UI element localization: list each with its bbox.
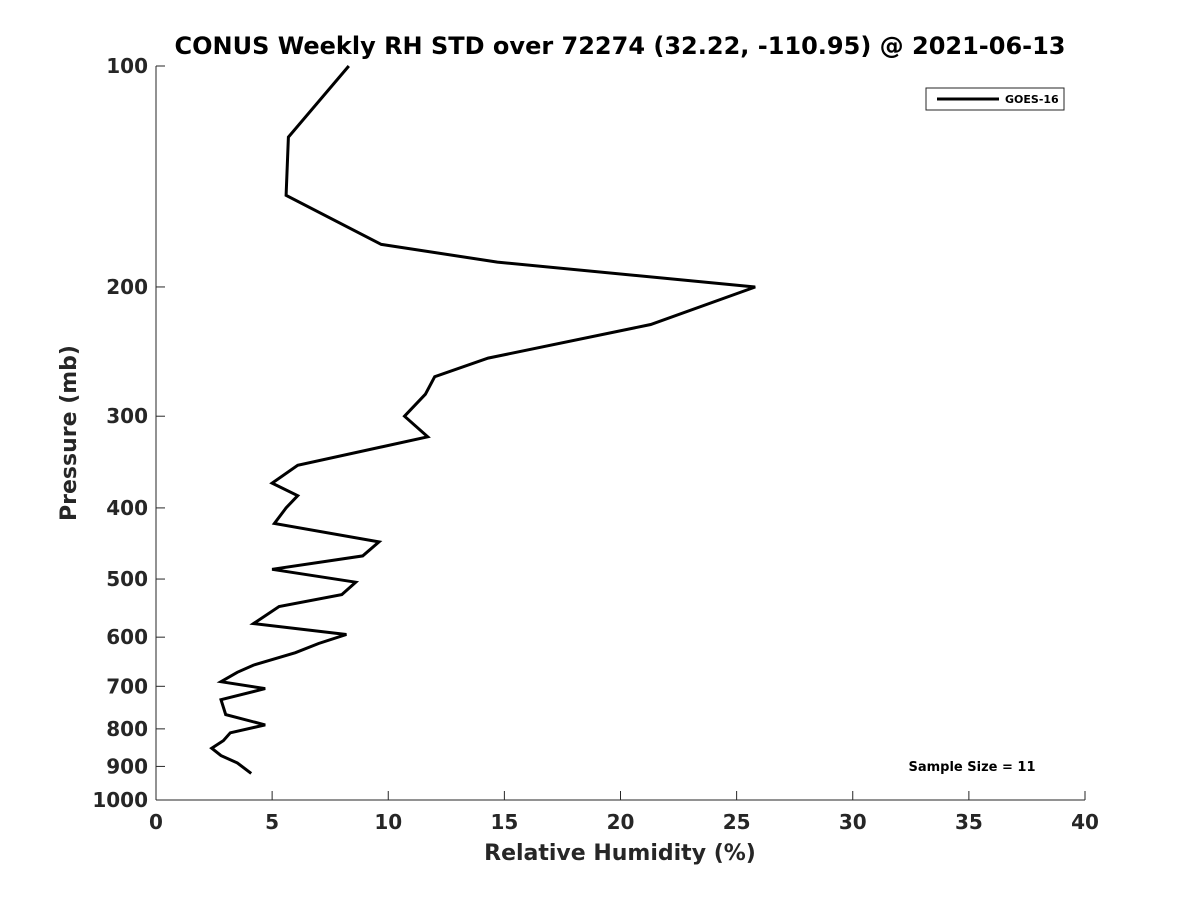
y-tick-label: 1000: [92, 788, 148, 812]
y-tick-label: 200: [106, 275, 148, 299]
x-tick-label: 30: [839, 810, 867, 834]
y-axis-label: Pressure (mb): [57, 345, 82, 521]
y-tick-label: 700: [106, 674, 148, 698]
x-tick-label: 0: [149, 810, 163, 834]
sample-size-annotation: Sample Size = 11: [908, 760, 1035, 775]
x-tick-label: 20: [607, 810, 635, 834]
series-line: [209, 65, 756, 775]
x-tick-label: 40: [1071, 810, 1099, 834]
y-tick-label: 300: [106, 404, 148, 428]
x-tick-label: 10: [374, 810, 402, 834]
x-tick-label: 15: [490, 810, 518, 834]
x-tick-label: 5: [265, 810, 279, 834]
y-tick-label: 900: [106, 754, 148, 778]
legend-label: GOES-16: [1005, 93, 1059, 106]
y-tick-label: 800: [106, 717, 148, 741]
x-tick-label: 35: [955, 810, 983, 834]
y-tick-label: 100: [106, 54, 148, 78]
legend: GOES-16: [925, 87, 1065, 111]
y-tick-label: 400: [106, 496, 148, 520]
chart-title: CONUS Weekly RH STD over 72274 (32.22, -…: [174, 32, 1065, 60]
axes: 0 5 10 15 20 25 30 35 40 100 200 300 400 500 600 700 800…: [92, 54, 1099, 834]
y-tick-label: 600: [106, 625, 148, 649]
x-tick-label: 25: [723, 810, 751, 834]
series-layer: [209, 65, 756, 775]
y-tick-label: 500: [106, 567, 148, 591]
x-axis-label: Relative Humidity (%): [484, 841, 756, 866]
